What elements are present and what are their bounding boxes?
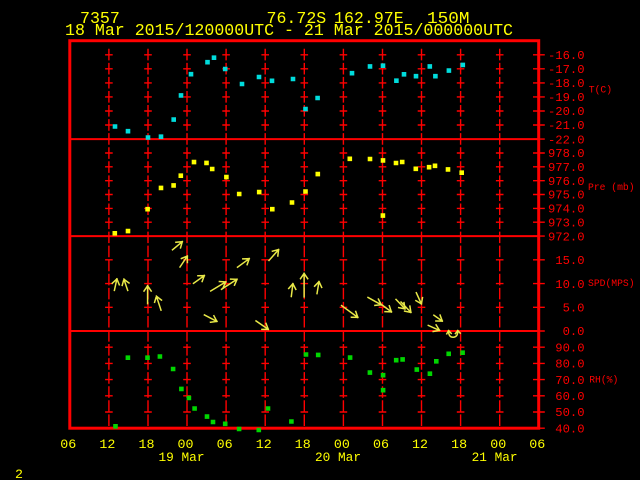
svg-text:2: 2 [15,467,23,480]
svg-text:18: 18 [138,437,154,452]
svg-text:-18.0: -18.0 [548,77,585,91]
svg-text:975.0: 975.0 [548,189,585,203]
svg-text:06: 06 [217,437,233,452]
svg-text:5.0: 5.0 [563,301,585,315]
svg-text:06: 06 [529,437,545,452]
svg-text:19 Mar: 19 Mar [159,450,205,465]
svg-text:0.0: 0.0 [563,325,585,339]
svg-text:978.0: 978.0 [548,147,585,161]
svg-text:-21.0: -21.0 [548,119,585,133]
svg-text:80.0: 80.0 [555,358,584,372]
svg-text:T(C): T(C) [589,85,612,96]
svg-text:973.0: 973.0 [548,216,585,230]
svg-text:972.0: 972.0 [548,230,585,244]
svg-text:18: 18 [451,437,467,452]
svg-text:162.97E: 162.97E [334,9,404,28]
svg-text:SPD(MPS): SPD(MPS) [588,278,635,289]
svg-text:-16.0: -16.0 [548,49,585,63]
svg-text:974.0: 974.0 [548,203,585,217]
svg-text:-22.0: -22.0 [548,133,585,147]
svg-text:15.0: 15.0 [555,254,584,268]
svg-text:40.0: 40.0 [555,422,584,436]
svg-text:00: 00 [178,437,194,452]
svg-text:10.0: 10.0 [555,278,584,292]
svg-text:00: 00 [490,437,506,452]
svg-text:Pre (mb): Pre (mb) [588,182,635,193]
svg-text:00: 00 [334,437,350,452]
svg-text:976.0: 976.0 [548,175,585,189]
svg-text:150M: 150M [427,9,470,28]
svg-text:12: 12 [256,437,272,452]
svg-text:18: 18 [295,437,311,452]
svg-text:70.0: 70.0 [555,374,584,388]
svg-text:06: 06 [60,437,76,452]
svg-text:7357: 7357 [80,9,120,28]
svg-text:18 Mar 2015/120000UTC - 21 Mar: 18 Mar 2015/120000UTC - 21 Mar 2015/0000… [65,21,513,40]
svg-text:76.72S: 76.72S [267,9,327,28]
svg-text:12: 12 [99,437,115,452]
svg-text:RH(%): RH(%) [589,374,618,385]
svg-text:12: 12 [412,437,428,452]
svg-text:50.0: 50.0 [555,406,584,420]
svg-text:60.0: 60.0 [555,390,584,404]
svg-text:20 Mar: 20 Mar [315,450,361,465]
svg-text:90.0: 90.0 [555,341,584,355]
svg-text:06: 06 [373,437,389,452]
svg-text:977.0: 977.0 [548,161,585,175]
svg-text:-19.0: -19.0 [548,91,585,105]
svg-text:21 Mar: 21 Mar [472,450,518,465]
svg-text:-20.0: -20.0 [548,105,585,119]
svg-text:-17.0: -17.0 [548,63,585,77]
